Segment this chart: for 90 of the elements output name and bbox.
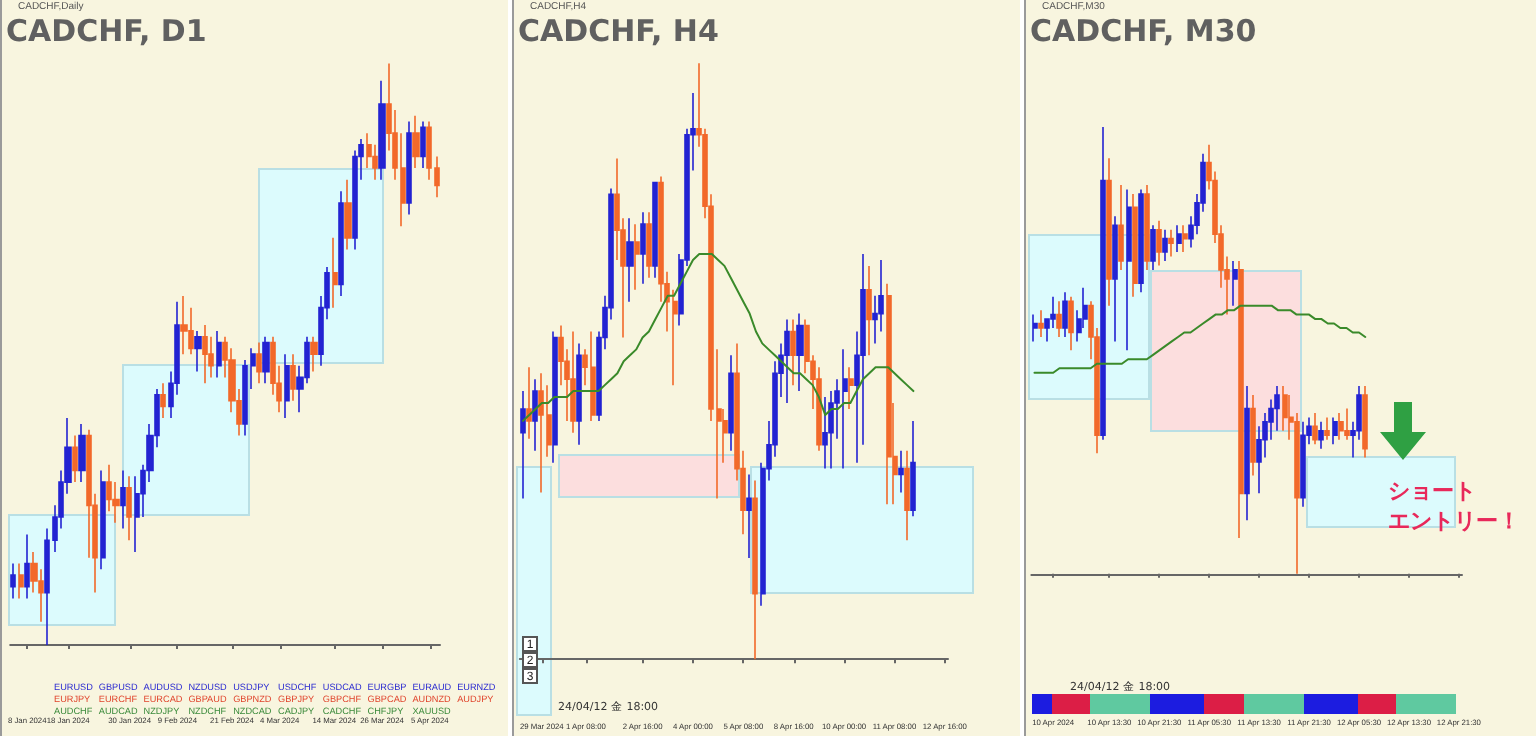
annotation: エントリー！	[1388, 506, 1520, 536]
candlestick	[1100, 126, 1106, 441]
candlestick	[590, 330, 596, 422]
candlestick	[652, 181, 658, 279]
candlestick	[1038, 309, 1044, 338]
candlestick	[538, 372, 544, 494]
candlestick	[1238, 260, 1244, 539]
candlestick	[78, 423, 86, 483]
candlestick	[626, 217, 634, 303]
annotation: ショート	[1388, 476, 1476, 506]
candlestick	[1318, 421, 1324, 450]
candlestick	[262, 335, 270, 385]
candlestick	[72, 434, 78, 483]
candlestick	[1332, 416, 1338, 445]
candlestick	[1150, 224, 1156, 271]
candlestick	[290, 353, 296, 402]
candlestick	[216, 330, 222, 379]
candlestick	[1168, 228, 1174, 258]
candlestick	[1274, 385, 1280, 432]
candlestick	[1106, 157, 1112, 307]
candlestick	[1156, 219, 1162, 267]
candlestick	[1062, 291, 1068, 338]
candlestick	[100, 469, 106, 571]
candlestick	[1176, 224, 1182, 253]
candlestick	[310, 335, 318, 373]
candlestick	[790, 318, 796, 386]
candlestick	[898, 449, 904, 494]
candlestick	[406, 120, 412, 216]
chart-title: CADCHF, H4	[518, 13, 719, 49]
candlestick	[1138, 188, 1144, 294]
candlestick	[904, 449, 910, 541]
candlestick	[1244, 385, 1250, 521]
candlestick	[180, 295, 188, 355]
candlestick	[526, 366, 532, 440]
candlestick	[284, 353, 290, 419]
candlestick	[1324, 416, 1330, 441]
candlestick	[752, 479, 758, 661]
candlestick	[1162, 228, 1168, 262]
candlestick	[746, 473, 752, 559]
candlestick	[576, 342, 582, 446]
candlestick	[784, 318, 790, 404]
candlestick	[344, 178, 352, 251]
candlestick	[728, 354, 734, 452]
candlestick	[256, 341, 262, 385]
candlestick	[640, 211, 646, 285]
chart-title: CADCHF, M30	[1030, 13, 1257, 49]
candlestick	[848, 366, 854, 410]
candlestick	[18, 562, 24, 600]
candlestick	[1250, 394, 1256, 477]
candlestick	[378, 80, 386, 181]
candlestick	[634, 223, 640, 291]
candlestick	[1232, 260, 1238, 307]
candlestick	[1112, 215, 1118, 343]
candlestick	[570, 330, 576, 434]
candlestick	[520, 390, 526, 500]
candlestick	[1362, 385, 1368, 459]
candlestick	[338, 190, 344, 297]
candlestick	[1338, 412, 1344, 441]
candlestick	[126, 475, 132, 542]
candlestick	[202, 324, 208, 385]
candlestick	[1056, 300, 1062, 338]
candlestick	[1300, 421, 1306, 508]
candlestick	[646, 211, 652, 279]
candlestick	[796, 312, 804, 392]
candlestick	[1068, 295, 1074, 352]
candlestick	[412, 114, 420, 169]
candlestick	[194, 330, 202, 373]
candlestick	[1132, 193, 1138, 298]
candlestick	[552, 330, 558, 464]
candlestick	[1032, 313, 1038, 343]
candlestick	[1312, 412, 1318, 445]
candlestick	[532, 378, 538, 452]
candlestick	[1118, 184, 1124, 271]
candlestick	[1282, 385, 1288, 432]
candlestick	[822, 396, 828, 470]
chart-title: CADCHF, D1	[6, 13, 207, 49]
candlestick	[910, 420, 916, 518]
candlestick	[866, 265, 872, 357]
candlestick	[24, 533, 30, 600]
candlestick	[120, 469, 126, 530]
candlestick	[10, 562, 16, 600]
candlestick	[1182, 224, 1188, 253]
candlestick	[332, 237, 338, 309]
candlestick	[842, 348, 848, 470]
candlestick	[420, 120, 426, 169]
candlestick	[160, 382, 166, 419]
candlestick	[1344, 407, 1350, 441]
candlestick	[1126, 188, 1132, 352]
candlestick	[886, 282, 892, 506]
candlestick	[1144, 184, 1150, 271]
